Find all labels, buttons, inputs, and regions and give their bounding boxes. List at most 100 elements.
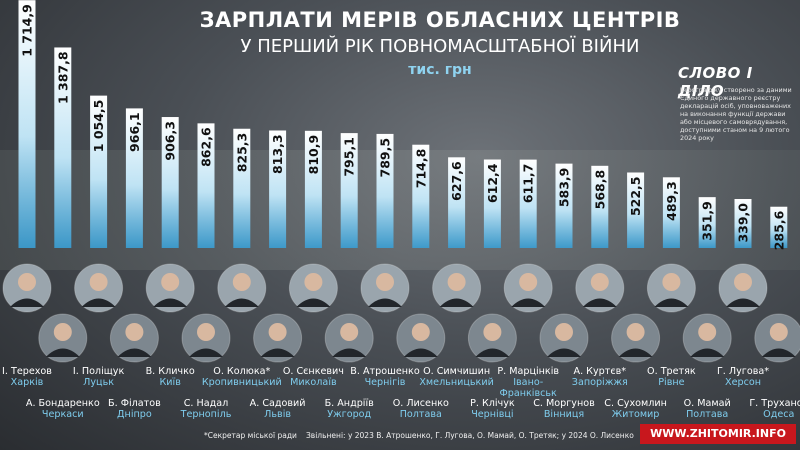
mayor-label: В. Кличко Київ (130, 366, 210, 388)
mayor-label: Б. Філатов Дніпро (94, 398, 174, 420)
portrait-head (519, 273, 538, 291)
bar (412, 144, 430, 248)
mayor-label: Б. Андріїв Ужгород (309, 398, 389, 420)
bar (269, 130, 287, 248)
mayor-name: В. Атрошенко (350, 366, 420, 377)
mayor-name: І. Терехов (2, 366, 52, 377)
mayor-name: А. Садовий (249, 398, 306, 409)
portrait-body (547, 348, 581, 357)
portrait-head (340, 323, 359, 341)
portrait-head (197, 323, 215, 341)
portrait-body (332, 348, 367, 357)
mayor-name: А. Куртєв* (573, 366, 627, 377)
portrait-head (232, 273, 251, 291)
bar-value-label: 714,8 (413, 149, 428, 189)
mayor-label: А. Бондаренко Черкаси (23, 398, 103, 420)
mayor-label: С. Сухомлин Житомир (596, 398, 676, 420)
mayor-label: Г. ТрухановОдеса (739, 398, 800, 420)
mayor-label: А. Куртєв* Запоріжжя (560, 366, 640, 388)
mayor-name: О. Сєнкевич (282, 366, 344, 377)
mayor-label: Р. Марцінків Івано-Франківськ (488, 366, 568, 399)
mayor-label: С. Моргунов Вінниця (524, 398, 604, 420)
bar-value-label: 795,1 (342, 137, 357, 177)
portrait-body (260, 348, 295, 357)
city-name: Вінниця (543, 409, 585, 420)
bar-value-label: 862,6 (199, 127, 214, 167)
dismissed-note: Звільнені: у 2023 В. Атрошенко, Г. Лугов… (306, 431, 634, 440)
city-name: Черкаси (41, 409, 84, 420)
portrait-head (268, 323, 287, 341)
portrait-head (698, 323, 717, 341)
mayor-name: О. Третяк (647, 366, 696, 377)
mayor-name: Б. Андріїв (324, 398, 374, 409)
portrait-body (224, 298, 259, 307)
portrait-body (403, 348, 438, 357)
city-name: Луцьк (83, 377, 115, 388)
bar (161, 117, 179, 249)
portrait-head (769, 323, 788, 341)
mayor-label: Р. Клічук Чернівці (452, 398, 532, 420)
city-name: Миколаїв (290, 377, 337, 388)
city-name: Рівне (658, 377, 685, 388)
portrait-body (45, 348, 80, 357)
bar (340, 133, 358, 248)
bar (770, 206, 788, 248)
bar (627, 172, 645, 248)
city-name: Запоріжжя (571, 377, 628, 388)
mayor-label: О. Лисенко Полтава (381, 398, 461, 420)
mayor-name: А. Бондаренко (25, 398, 100, 409)
bar (591, 165, 609, 248)
bar (662, 177, 680, 248)
portrait-body (618, 348, 653, 357)
city-name: Тернопіль (180, 409, 232, 420)
city-name: Чернівці (471, 409, 514, 420)
bar-value-label: 522,5 (628, 176, 643, 216)
bar-value-label: 627,6 (449, 161, 464, 201)
city-name: Львів (264, 409, 292, 420)
portrait-body (296, 298, 331, 307)
bar (197, 123, 215, 248)
portrait-head (18, 273, 36, 291)
footnote: *Секретар міської ради (204, 431, 297, 440)
portrait-head (626, 323, 645, 341)
bar (125, 108, 143, 248)
bar-value-label: 813,3 (270, 134, 285, 174)
portrait-body (475, 348, 510, 357)
city-name: Дніпро (117, 409, 152, 420)
portrait-body (153, 298, 188, 307)
portrait-head (161, 273, 180, 291)
mayor-label: О. Сєнкевич Миколаїв (273, 366, 353, 388)
bar-value-label: 611,7 (521, 164, 536, 204)
mayor-name: Б. Філатов (108, 398, 161, 409)
bar (448, 157, 466, 248)
city-name: Кропивницький (201, 377, 282, 388)
bar-value-label: 568,8 (592, 170, 607, 210)
bar-value-label: 810,9 (306, 135, 321, 175)
city-name: Ужгород (327, 409, 372, 420)
city-name: Полтава (686, 409, 729, 420)
bar-value-label: 1 054,5 (91, 100, 106, 153)
bar-value-label: 351,9 (700, 201, 715, 241)
mayor-name: С. Сухомлин (604, 398, 667, 409)
mayor-name: І. Поліщук (72, 366, 125, 377)
city-name: Хмельницький (419, 377, 494, 388)
bar-value-label: 825,3 (234, 133, 249, 173)
bar (54, 47, 72, 249)
portrait-head (125, 323, 144, 341)
chart-subtitle: У ПЕРШИЙ РІК ПОВНОМАСШТАБНОЇ ВІЙНИ (240, 36, 640, 57)
bar (304, 130, 322, 248)
portrait-body (761, 348, 796, 357)
mayor-name: Г. Лугова* (716, 366, 770, 377)
bar (519, 159, 537, 248)
bar (90, 95, 108, 248)
bar-value-label: 789,5 (378, 138, 393, 178)
mayor-name: О. Симчишин (423, 366, 491, 377)
city-name: Херсон (725, 377, 761, 388)
mayor-name: О. Лисенко (392, 398, 449, 409)
mayor-label: Г. Лугова* Херсон (703, 366, 783, 388)
bar-value-label: 966,1 (127, 112, 142, 152)
mayor-name: С. Надал (183, 398, 229, 409)
bar-value-label: 612,4 (485, 163, 500, 203)
mayor-label: І. Терехов Харків (0, 366, 67, 388)
